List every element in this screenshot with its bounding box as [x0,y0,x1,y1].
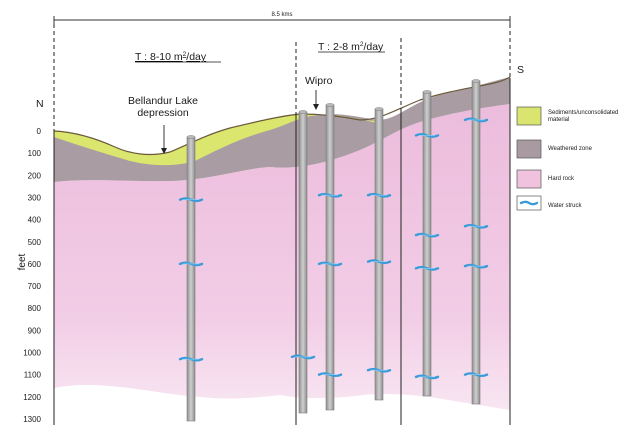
water-struck-marker [290,354,316,360]
depth-tick-label: 600 [28,260,42,269]
transmissivity-left-label: T : 8-10 m2/day [135,51,221,63]
lake-label-line1: Bellandur Lake [128,95,198,107]
depth-tick-label: 1100 [24,371,42,380]
sediment-layer [54,114,382,166]
lake-label-line2: depression [137,107,189,119]
well-casing [422,91,432,397]
depth-tick-label: 300 [28,193,42,202]
depth-tick-label: 200 [28,171,42,180]
well-top [186,135,196,139]
water-struck-marker [366,367,392,373]
water-struck-marker [178,261,204,267]
legend-item: Hard rock [516,169,575,189]
well-5 [414,90,440,397]
well-casing [186,136,196,422]
depth-axis: 0 100 200 300 400 500 600 700 800 900 1000 1100 1200… [23,127,41,424]
legend-label: Water struck [548,203,582,209]
wipro-label: Wipro [305,75,333,87]
well-2 [290,110,316,414]
water-struck-marker [414,265,440,271]
water-struck-marker [414,232,440,238]
well-casing [298,111,308,414]
legend-label: Sediments/unconsolidated [548,110,618,116]
well-casing [471,80,481,405]
water-struck-marker [366,192,392,198]
water-struck-marker [463,263,489,269]
legend-label-line2: material [548,117,569,123]
legend-swatch [516,169,542,189]
depth-tick-label: 800 [28,304,42,313]
water-struck-marker [463,117,489,123]
legend-swatch [516,106,542,126]
legend-label: Weathered zone [548,146,593,152]
y-axis-label: feet [17,253,28,270]
water-struck-marker [317,372,343,378]
legend-item: Water struck [516,195,582,211]
depth-tick-label: 700 [28,282,42,291]
water-struck-marker [414,374,440,380]
well-top [471,79,481,83]
well-casing [325,104,335,411]
depth-tick-label: 100 [28,149,42,158]
depth-tick-label: 0 [37,127,42,136]
south-label: S [517,64,524,76]
water-struck-marker [317,192,343,198]
wells [178,79,489,422]
lake-arrow-head [161,148,167,154]
transmissivity-right-label: T : 2-8 m2/day [318,41,385,53]
water-struck-marker [178,356,204,362]
well-top [374,107,384,111]
svg-text:T : 8-10 m2/day: T : 8-10 m2/day [135,51,207,63]
well-4 [366,107,392,401]
scale-label: 8.5 kms [271,12,292,18]
depth-tick-label: 1200 [23,393,41,402]
well-top [422,90,432,94]
depth-tick-label: 1000 [23,349,41,358]
north-label: N [36,98,44,110]
well-6 [463,79,489,405]
water-struck-marker [366,259,392,265]
water-struck-marker [178,197,204,203]
depth-tick-label: 1300 [23,415,41,424]
hard-rock-layer [54,104,510,410]
svg-text:T : 2-8 m2/day: T : 2-8 m2/day [318,41,384,53]
well-casing [374,108,384,401]
water-struck-marker [463,223,489,229]
depth-tick-label: 500 [28,238,42,247]
wipro-arrow-head [313,104,319,110]
legend-swatch [516,139,542,159]
water-struck-marker [317,261,343,267]
water-struck-marker [463,372,489,378]
weathered-zone-layer [54,77,510,182]
well-top [325,103,335,107]
legend-label: Hard rock [548,176,575,182]
well-top [298,110,308,114]
depth-tick-label: 400 [28,216,42,225]
water-struck-icon [519,200,539,206]
well-1 [178,135,204,422]
well-3 [317,103,343,411]
water-struck-marker [414,133,440,138]
legend-item: Weathered zone [516,139,593,159]
depth-tick-label: 900 [28,326,42,335]
